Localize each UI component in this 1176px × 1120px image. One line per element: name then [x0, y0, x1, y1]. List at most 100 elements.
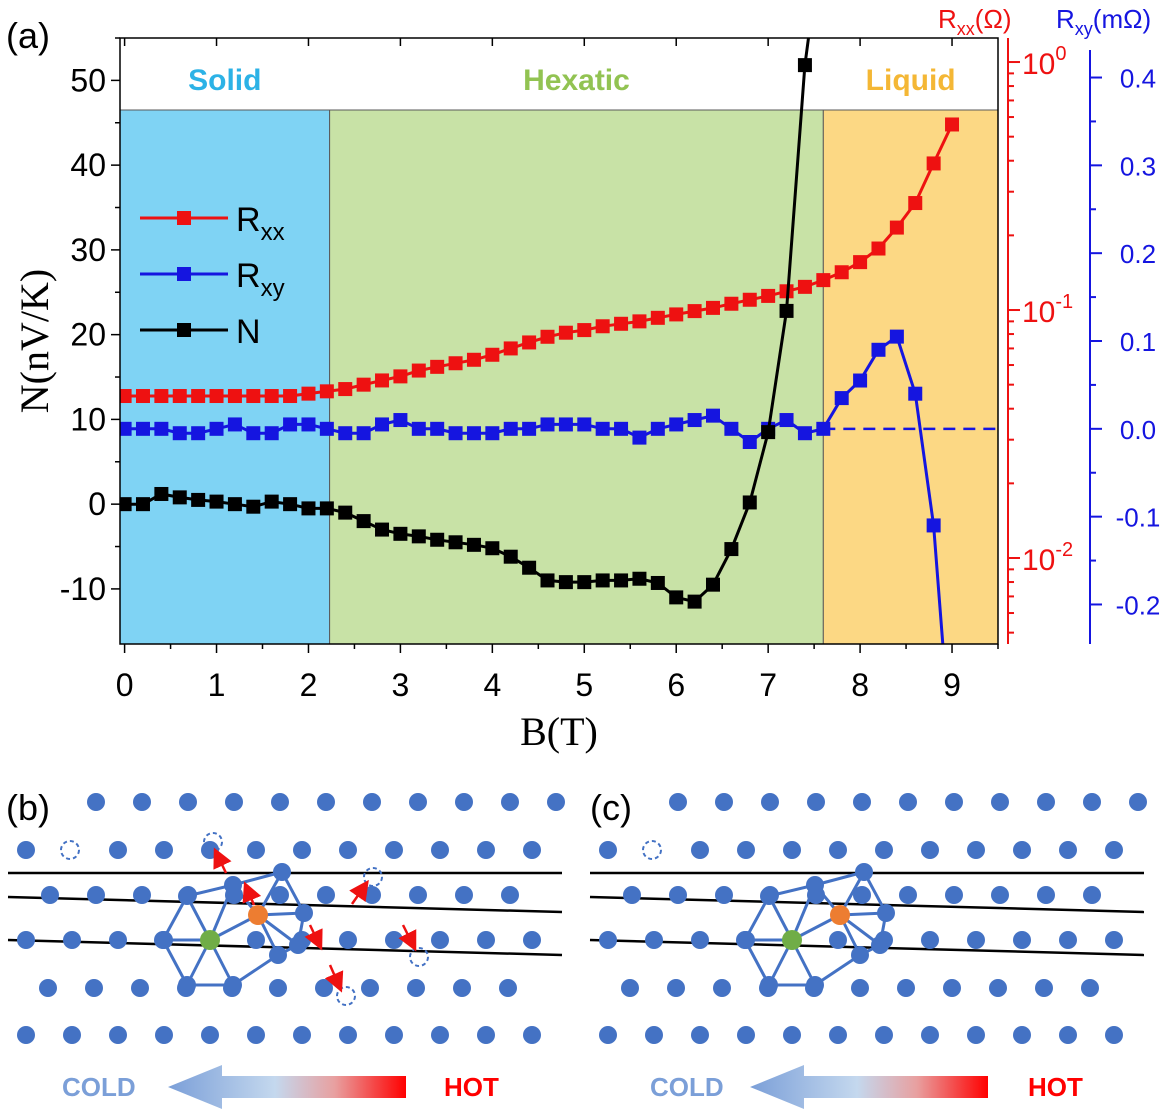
lattice-particle	[295, 904, 313, 922]
lattice-particle	[224, 976, 242, 994]
point-n	[172, 490, 187, 505]
lattice-particle	[109, 931, 127, 949]
point-n	[120, 497, 132, 512]
point-rxy	[834, 391, 849, 406]
point-rxy	[485, 426, 500, 441]
panel-label-b: (b)	[6, 787, 50, 828]
x-tick-label: 0	[116, 667, 134, 703]
lattice-particle	[455, 886, 473, 904]
lattice-particle	[1013, 931, 1031, 949]
lattice-particle	[875, 841, 893, 859]
point-rxy	[742, 435, 757, 449]
cold-hot-arrow-b	[168, 1065, 406, 1109]
point-rxy	[797, 426, 812, 441]
lattice-particle	[967, 931, 985, 949]
point-n	[135, 497, 150, 512]
lattice-particle	[1059, 841, 1077, 859]
legend-entry-n: N	[140, 313, 261, 351]
lattice-bond	[814, 953, 861, 987]
point-rxx	[135, 389, 150, 404]
lattice-particle	[599, 841, 617, 859]
y-axis-title: N(nV/K)	[12, 269, 57, 413]
lattice-particle	[989, 979, 1007, 997]
point-n	[283, 497, 298, 512]
point-n	[650, 575, 665, 590]
lattice-particle	[431, 931, 449, 949]
point-rxy	[283, 417, 298, 432]
rxx-tick-label: 100	[1022, 43, 1067, 81]
point-rxy	[154, 421, 169, 436]
lattice-particle	[783, 1026, 801, 1044]
point-rxx	[540, 329, 555, 344]
point-rxy	[540, 417, 555, 432]
point-rxy	[411, 421, 426, 436]
defect-center-green	[782, 930, 802, 950]
lattice-particle	[63, 931, 81, 949]
point-n	[797, 58, 812, 73]
lattice-particle	[523, 1026, 541, 1044]
point-rxy	[264, 426, 279, 441]
chart-a: Solid Hexatic Liquid 0 1 2 3 4 5 6 7 8 9 -10 0 10 20 30 4…	[60, 37, 1160, 703]
lattice-line	[7, 938, 563, 957]
point-rxx	[338, 382, 353, 397]
lattice-particle	[851, 946, 869, 964]
lattice-particle	[806, 876, 824, 894]
lattice-particle	[361, 979, 379, 997]
lattice-particle	[737, 841, 755, 859]
x-tick-label: 5	[575, 667, 593, 703]
lattice-particle	[363, 793, 381, 811]
point-n	[375, 522, 390, 537]
lattice-particle	[599, 931, 617, 949]
lattice-line	[589, 938, 1145, 957]
lattice-particle	[201, 1026, 219, 1044]
lattice-particle	[1059, 931, 1077, 949]
lattice-particle	[87, 886, 105, 904]
lattice-particle	[991, 793, 1009, 811]
lattice-particle	[691, 1026, 709, 1044]
point-rxy	[632, 430, 647, 445]
lattice-particle	[133, 793, 151, 811]
lattice-particle	[737, 1026, 755, 1044]
vacancy	[642, 840, 662, 860]
x-tick-label: 3	[392, 667, 410, 703]
point-rxy	[466, 426, 481, 441]
point-n	[705, 577, 720, 592]
legend-marker	[177, 323, 191, 337]
legend: Rxx Rxy N	[140, 201, 285, 351]
point-rxy	[393, 413, 408, 428]
rxy-tick-label: 0.1	[1120, 327, 1156, 357]
point-rxx	[209, 389, 224, 404]
point-rxx	[411, 363, 426, 378]
rxy-tick-label: 0.3	[1120, 151, 1156, 181]
hop-arrow	[349, 879, 369, 905]
lattice-particle	[921, 931, 939, 949]
lattice-particle	[991, 886, 1009, 904]
legend-marker	[177, 211, 191, 225]
lattice-particle	[669, 793, 687, 811]
y-tick-label: 50	[70, 62, 106, 98]
vacancy	[363, 867, 383, 887]
point-n	[558, 575, 573, 590]
point-n	[595, 573, 610, 588]
lattice-particle	[87, 793, 105, 811]
point-rxx	[154, 389, 169, 404]
lattice-particle	[1083, 793, 1101, 811]
lattice-particle	[477, 1026, 495, 1044]
lattice-particle	[645, 1026, 663, 1044]
region-label-hexatic: Hexatic	[523, 64, 630, 97]
lattice-particle	[875, 1026, 893, 1044]
lattice-particle	[155, 841, 173, 859]
lattice-particle	[645, 931, 663, 949]
lattice-particle	[385, 1026, 403, 1044]
lattice-particle	[623, 886, 641, 904]
lattice-particle	[293, 841, 311, 859]
point-rxx	[632, 314, 647, 329]
lattice-particle	[501, 886, 519, 904]
rxy-tick-label: 0.2	[1120, 239, 1156, 269]
point-rxx	[264, 389, 279, 404]
point-rxx	[705, 300, 720, 315]
hop-arrow	[324, 964, 344, 993]
lattice-particle	[669, 886, 687, 904]
point-n	[411, 529, 426, 544]
lattice-particle	[855, 863, 873, 881]
